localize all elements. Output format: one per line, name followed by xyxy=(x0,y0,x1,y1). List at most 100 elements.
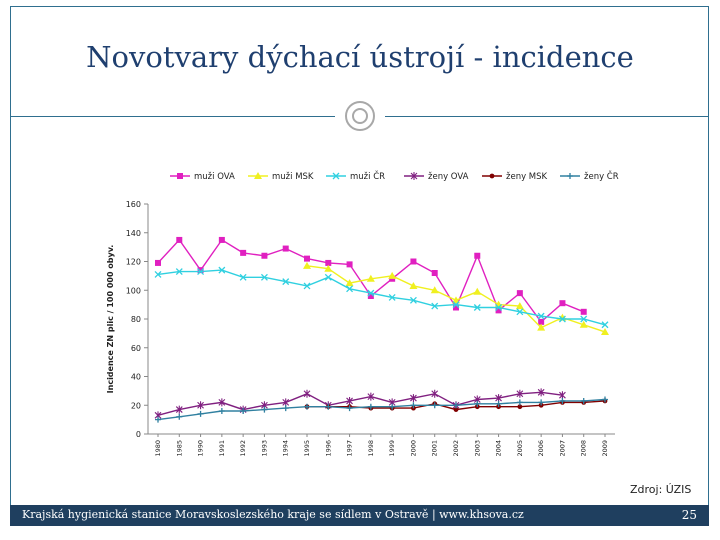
x-tick-label: 1998 xyxy=(367,440,375,457)
series-0-point xyxy=(559,300,566,307)
divider-right xyxy=(385,116,709,117)
series-0-point xyxy=(261,252,268,259)
source-note: Zdroj: ÚZIS xyxy=(630,483,692,496)
legend-swatch-marker xyxy=(177,173,183,179)
series-1-point xyxy=(537,323,546,331)
series-3-point xyxy=(516,389,524,398)
series-5-point xyxy=(197,410,204,417)
series-0-point xyxy=(325,259,332,266)
series-2-point xyxy=(175,268,183,276)
x-tick-label: 1997 xyxy=(346,440,354,457)
series-2-point xyxy=(303,282,311,290)
series-3-point xyxy=(346,396,353,405)
series-5-point xyxy=(538,399,545,406)
series-5-point xyxy=(474,400,481,407)
legend-label: muži ČR xyxy=(350,170,385,182)
series-3-point xyxy=(410,394,417,403)
series-5-point xyxy=(516,399,523,406)
series-0-point xyxy=(176,236,183,243)
series-0-point xyxy=(367,293,374,299)
series-2-point xyxy=(452,301,460,309)
series-5-point xyxy=(218,408,225,414)
x-tick-label: 2001 xyxy=(431,440,439,457)
y-tick-label: 0 xyxy=(136,430,141,439)
series-0-point xyxy=(538,318,545,325)
series-2-point xyxy=(558,315,566,323)
series-2-line xyxy=(157,269,606,326)
series-0-point xyxy=(580,308,587,315)
series-1-point xyxy=(473,287,482,295)
series-1-point xyxy=(601,327,609,335)
y-tick-label: 160 xyxy=(126,200,141,209)
legend-label: ženy OVA xyxy=(428,172,469,182)
series-5-point xyxy=(431,402,438,409)
series-1-point xyxy=(579,320,588,328)
x-tick-label: 2006 xyxy=(537,440,545,457)
series-2-point xyxy=(154,270,162,278)
legend-label: ženy ČR xyxy=(584,170,619,182)
series-1-point xyxy=(388,271,397,279)
line-chart: 0 20 40 60 80 100 120 140 160 Incidence ZN plic /… xyxy=(106,170,619,457)
series-2-point xyxy=(495,304,503,311)
series-2-point xyxy=(409,296,417,304)
x-tick-label: 1980 xyxy=(154,440,162,457)
series-5-point xyxy=(580,397,587,404)
legend-label: muži OVA xyxy=(194,172,235,182)
series-0-point xyxy=(516,290,523,297)
y-tick-label: 100 xyxy=(126,286,141,295)
series-1-point xyxy=(366,274,375,282)
x-tick-label: 1996 xyxy=(324,440,332,457)
legend-swatch-marker xyxy=(332,172,340,180)
series-5-point xyxy=(410,402,417,409)
x-tick-label: 1999 xyxy=(388,440,396,457)
series-0-point xyxy=(474,252,481,259)
series-5-point xyxy=(240,408,247,414)
series-3-line xyxy=(157,391,563,416)
x-tick-label: 2004 xyxy=(495,440,503,457)
page-number: 25 xyxy=(681,508,697,522)
series-2-point xyxy=(601,321,609,329)
legend-label: muži MSK xyxy=(272,172,314,182)
x-tick-label: 1992 xyxy=(239,440,247,457)
series-5-point xyxy=(261,406,268,413)
x-tick-label: 1995 xyxy=(303,440,311,457)
series-2-point xyxy=(282,278,290,286)
series-0-point xyxy=(453,304,459,311)
series-0-point xyxy=(155,259,161,266)
series-0-point xyxy=(431,270,438,276)
series-0-point xyxy=(282,245,289,252)
series-5-point xyxy=(453,402,459,409)
x-tick-label: 2002 xyxy=(452,440,460,457)
y-tick-label: 140 xyxy=(126,229,141,238)
divider-left xyxy=(10,116,335,117)
series-2-point xyxy=(218,266,226,274)
y-axis-label: Incidence ZN plic / 100 000 obyv. xyxy=(106,245,115,394)
x-tick-label: 1994 xyxy=(282,440,290,457)
x-tick-label: 2005 xyxy=(516,440,524,457)
series-5-point xyxy=(389,403,396,410)
series-5-point xyxy=(559,397,566,404)
series-0-point xyxy=(197,267,204,274)
series-2-point xyxy=(580,315,588,323)
series-3-point xyxy=(282,398,290,407)
series-2-point xyxy=(431,302,439,310)
series-1-point xyxy=(515,302,524,310)
x-tick-label: 2007 xyxy=(558,440,566,457)
series-3-point xyxy=(197,401,204,410)
series-0-point xyxy=(218,236,225,243)
series-3-point xyxy=(431,389,439,398)
x-tick-label: 1985 xyxy=(175,440,183,457)
x-tick-label: 2000 xyxy=(409,440,417,457)
y-tick-label: 20 xyxy=(131,401,141,410)
series-2-point xyxy=(388,293,396,301)
x-tick-label: 2008 xyxy=(580,440,588,457)
series-5-point xyxy=(367,403,374,410)
series-1-point xyxy=(430,286,439,294)
x-tick-label: 1991 xyxy=(218,440,226,457)
series-3-point xyxy=(367,392,375,401)
series-5-point xyxy=(304,403,310,410)
divider-ornament xyxy=(345,101,375,131)
legend-swatch-marker xyxy=(254,172,262,179)
series-2-point xyxy=(473,304,481,311)
series-5-point xyxy=(282,405,289,412)
